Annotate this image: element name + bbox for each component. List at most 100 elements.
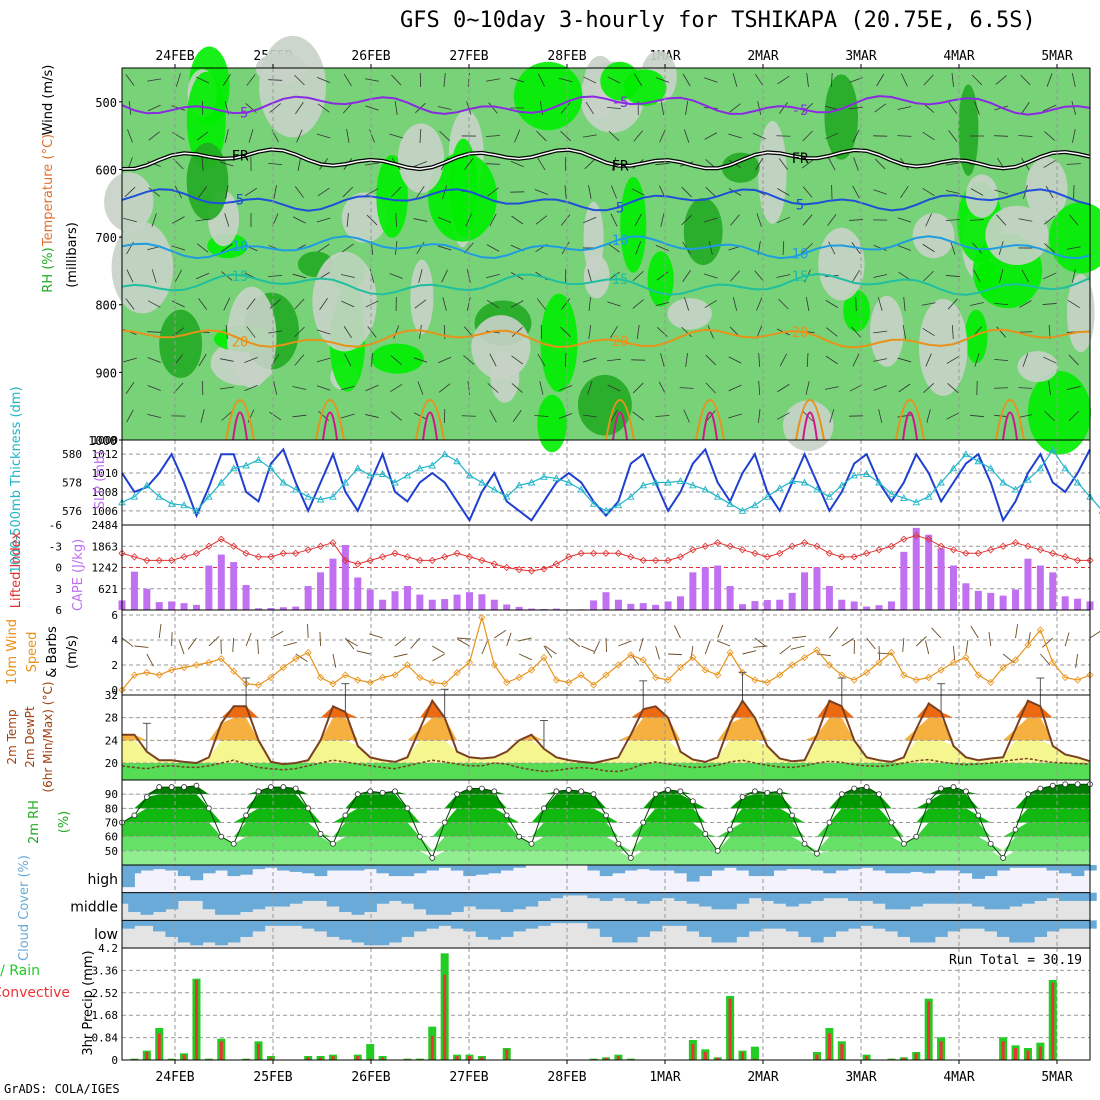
wind-barb-10m [295, 653, 308, 662]
wind-barb [730, 214, 740, 226]
thickness-point [664, 478, 672, 486]
wind-barb [825, 300, 839, 308]
cloud-bar-middle [1071, 892, 1085, 901]
li-point [825, 549, 833, 557]
thickness-point [937, 478, 945, 486]
rh2m-point [193, 782, 200, 789]
wind-barb-10m [1089, 630, 1100, 639]
wind-barb [395, 212, 397, 228]
cloud-bar-middle [314, 892, 328, 901]
rh2m-point [1074, 781, 1081, 788]
pressure-tick-label: 500 [95, 96, 117, 110]
cloud-bar-high [475, 865, 489, 875]
pressure-tick-label: 700 [95, 231, 117, 245]
wind-barb-10m [638, 637, 644, 652]
wind-barb [757, 101, 762, 115]
wind-barb-10m [953, 645, 956, 660]
wind-barb [391, 186, 402, 198]
cloud-bar-middle [773, 892, 787, 904]
wind-barb [419, 128, 422, 144]
wind-barb [682, 270, 691, 282]
wind-barb [635, 241, 642, 255]
rh2m-point [1000, 855, 1007, 861]
rh-blob [370, 343, 424, 374]
cloud-bar-high [711, 865, 725, 871]
wind-barb-10m [410, 637, 421, 649]
wind-barb [782, 240, 785, 256]
cape-bar [267, 607, 275, 610]
rh2m-point [255, 788, 262, 795]
wind-barb [147, 413, 162, 419]
wind10-point [937, 666, 945, 674]
wind-barb [511, 355, 524, 365]
wind10-point [279, 663, 287, 672]
cape-bar [925, 534, 933, 610]
wind-barb [777, 412, 790, 420]
wind-barb [756, 297, 763, 311]
wind-barb [582, 414, 597, 418]
thickness-point [1024, 475, 1032, 483]
wind-barb [994, 302, 1009, 306]
wind-barb [126, 269, 134, 283]
cloud-bar-low [512, 920, 526, 932]
wind-barb [898, 383, 911, 393]
wind-barb [632, 411, 645, 421]
wind-barb [994, 189, 1009, 195]
cape-bar [838, 599, 846, 610]
wind-barb [828, 157, 836, 171]
wind10-point [689, 653, 697, 662]
thickness-point [440, 450, 449, 458]
li-point [602, 549, 610, 557]
wind-barb [123, 217, 137, 223]
rh2m-point [367, 788, 374, 795]
wind-barb [655, 162, 670, 166]
rh2m-point [330, 840, 336, 847]
wind-barb [732, 297, 738, 311]
wind-barb [660, 101, 665, 115]
cloud-bar-low [984, 920, 998, 932]
cloud-bar-middle [910, 892, 923, 907]
cloud-bar-low [388, 920, 402, 943]
li-point [937, 542, 945, 550]
wind-barb [877, 297, 883, 311]
wind-barb [902, 325, 907, 339]
wind-barb [946, 356, 960, 364]
li-point [738, 546, 747, 554]
wind-barb-10m [655, 645, 660, 660]
cloud-bar-middle [128, 892, 142, 913]
wind-barb-10m [593, 641, 600, 655]
temp-tick-label: 24 [105, 734, 119, 747]
li-point [168, 556, 176, 564]
wind-barb [1021, 269, 1030, 283]
cape-bar [949, 565, 957, 610]
cloud-bar-high [314, 865, 328, 877]
wind-barb [1043, 272, 1057, 280]
cloud-bar-high [289, 865, 303, 872]
wind-barb [195, 218, 210, 222]
rh2m-point [727, 826, 734, 833]
wind10-point [1036, 626, 1044, 634]
li-point [999, 542, 1007, 550]
thickness-point [651, 478, 660, 486]
rh2m-point [516, 833, 523, 840]
cloud-bar-low [599, 920, 613, 937]
isotherm-label: -5 [232, 106, 249, 122]
wind10-point [776, 671, 784, 679]
isotherm-label: 20 [232, 334, 249, 350]
wind-barb [560, 102, 571, 114]
rh-blob [1027, 370, 1091, 455]
wind-barb [369, 129, 375, 143]
date-label-top: 5MAR [1041, 49, 1072, 64]
wind-barb [537, 353, 546, 367]
thickness-point [565, 478, 573, 486]
cloud-layer-label: low [94, 927, 118, 943]
rh2m-point [454, 791, 460, 798]
cloud-bar-high [190, 865, 204, 881]
wind-barb [900, 185, 909, 199]
cloud-bar-middle [438, 892, 452, 915]
rh-blob [540, 293, 578, 393]
wind-barb-10m [717, 624, 724, 639]
rh-blob [918, 298, 968, 396]
cloud-bar-middle [239, 892, 253, 913]
temp-band-28 [122, 700, 1090, 718]
